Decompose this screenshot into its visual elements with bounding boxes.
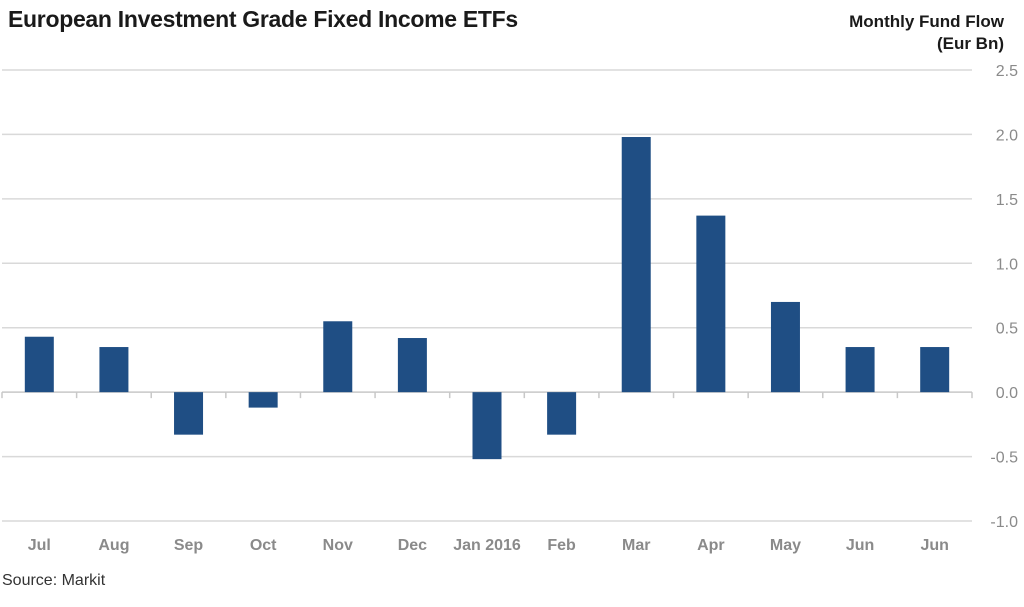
chart-title: European Investment Grade Fixed Income E… xyxy=(8,6,518,32)
x-tick-label: Mar xyxy=(622,537,650,554)
bar xyxy=(397,338,427,393)
x-tick-label: Dec xyxy=(398,537,427,554)
bar xyxy=(845,347,875,393)
y-tick-label: 1.0 xyxy=(996,256,1018,273)
x-tick-label: Jan 2016 xyxy=(453,537,521,554)
bar xyxy=(248,392,278,408)
y-tick-label: 1.5 xyxy=(996,192,1018,209)
bars xyxy=(24,137,950,460)
y-tick-label: 2.5 xyxy=(996,63,1018,80)
bar xyxy=(99,347,129,393)
x-tick-label: Sep xyxy=(174,537,204,554)
y-tick-label: -1.0 xyxy=(990,514,1018,531)
bar xyxy=(174,392,204,435)
x-tick-label: May xyxy=(770,537,801,554)
bar xyxy=(323,321,353,393)
y-tick-label: 0.0 xyxy=(996,385,1018,402)
x-tick-label: Oct xyxy=(250,537,277,554)
x-tick-label: Feb xyxy=(547,537,576,554)
y-tick-labels: 2.5 2.0 1.5 1.0 0.5 0.0 -0.5 -1.0 xyxy=(990,63,1018,531)
y-tick-label: 0.5 xyxy=(996,321,1018,338)
x-tick-label: Aug xyxy=(98,537,129,554)
x-tick-labels: Jul Aug Sep Oct Nov Dec Jan 2016 Feb Mar Apr May Ju… xyxy=(28,537,949,554)
x-tick-label: Jun xyxy=(846,537,874,554)
bar xyxy=(770,301,800,393)
x-tick-label: Nov xyxy=(323,537,353,554)
x-tick-label: Apr xyxy=(697,537,725,554)
bar xyxy=(696,215,726,393)
x-tick-label: Jun xyxy=(920,537,948,554)
bar xyxy=(621,137,651,393)
y-axis-title-line1: Monthly Fund Flow xyxy=(849,12,1004,31)
y-axis-title-line2: (Eur Bn) xyxy=(936,34,1004,53)
y-tick-label: -0.5 xyxy=(990,450,1018,467)
bar xyxy=(547,392,577,435)
bar xyxy=(24,336,54,393)
x-tick-label: Jul xyxy=(28,537,51,554)
y-tick-label: 2.0 xyxy=(996,127,1018,144)
source-note: Source: Markit xyxy=(2,572,106,589)
bar xyxy=(920,347,950,393)
y-axis-title: Monthly Fund Flow (Eur Bn) xyxy=(849,11,1004,55)
bar xyxy=(472,392,502,460)
